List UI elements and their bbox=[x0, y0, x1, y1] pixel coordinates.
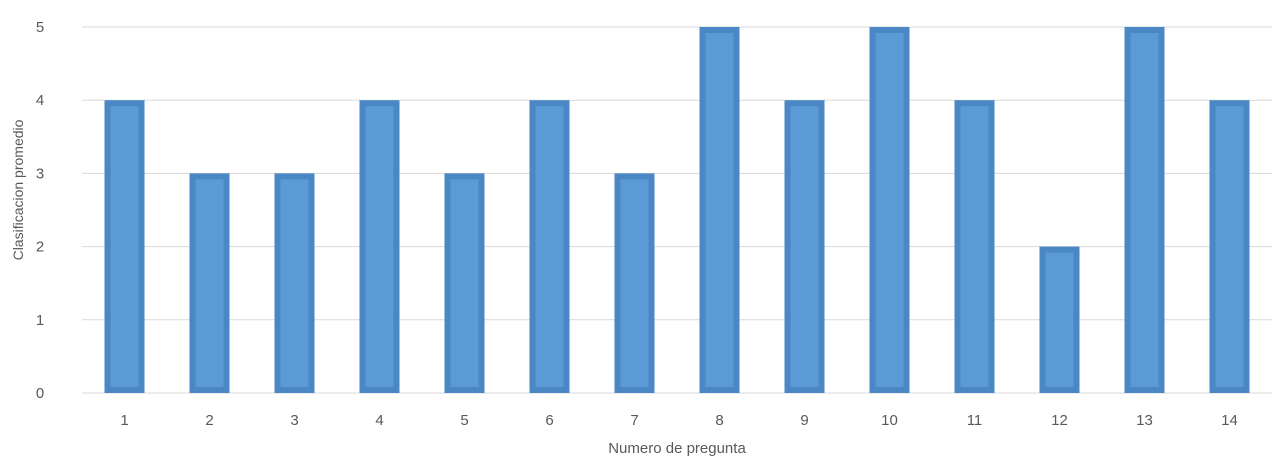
y-axis-ticks: 0 1 2 3 4 5 bbox=[36, 19, 44, 402]
gridlines bbox=[82, 26, 1272, 394]
y-tick-label: 5 bbox=[36, 19, 44, 36]
y-tick-label: 0 bbox=[36, 385, 44, 402]
bar-2 bbox=[189, 173, 230, 393]
bar-4 bbox=[359, 100, 400, 393]
x-tick-label: 1 bbox=[120, 412, 128, 429]
x-tick-label: 6 bbox=[545, 412, 553, 429]
x-tick-label: 10 bbox=[881, 412, 898, 429]
bar-5 bbox=[444, 173, 485, 393]
y-tick-label: 3 bbox=[36, 165, 44, 182]
x-tick-label: 9 bbox=[800, 412, 808, 429]
bar-8 bbox=[699, 27, 740, 393]
y-tick-label: 2 bbox=[36, 239, 44, 256]
x-tick-label: 5 bbox=[460, 412, 468, 429]
y-tick-label: 4 bbox=[36, 92, 44, 109]
x-tick-label: 11 bbox=[967, 412, 983, 429]
x-tick-label: 2 bbox=[205, 412, 213, 429]
x-tick-label: 4 bbox=[375, 412, 383, 429]
y-axis-title: Clasificacion promedio bbox=[10, 119, 26, 260]
x-tick-label: 14 bbox=[1221, 412, 1238, 429]
bar-7 bbox=[614, 173, 655, 393]
bar-14 bbox=[1209, 100, 1250, 393]
bar-10 bbox=[869, 27, 910, 393]
x-tick-label: 13 bbox=[1136, 412, 1153, 429]
bar-6 bbox=[529, 100, 570, 393]
x-tick-label: 8 bbox=[715, 412, 723, 429]
bar-1 bbox=[104, 100, 145, 393]
bar-3 bbox=[274, 173, 315, 393]
bar-11 bbox=[954, 100, 995, 393]
bar-13 bbox=[1124, 27, 1165, 393]
y-tick-label: 1 bbox=[36, 312, 44, 329]
bar-9 bbox=[784, 100, 825, 393]
x-axis-title: Numero de pregunta bbox=[608, 440, 746, 457]
x-tick-label: 3 bbox=[290, 412, 298, 429]
bars bbox=[104, 27, 1250, 393]
x-axis-ticks: 1 2 3 4 5 6 7 8 9 10 11 12 13 14 bbox=[120, 412, 1238, 429]
x-tick-label: 12 bbox=[1051, 412, 1068, 429]
x-tick-label: 7 bbox=[630, 412, 638, 429]
bar-12 bbox=[1039, 246, 1080, 393]
